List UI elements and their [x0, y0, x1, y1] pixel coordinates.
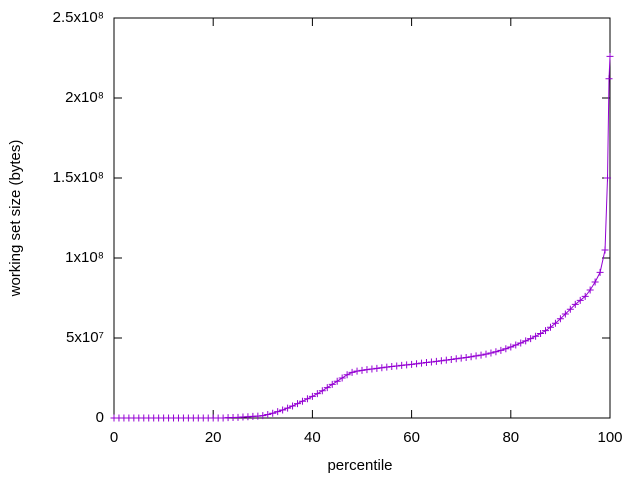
point-marker — [482, 350, 490, 358]
point-marker — [497, 346, 505, 354]
y-tick-label: 0 — [96, 409, 104, 426]
point-marker — [323, 384, 331, 392]
point-marker — [368, 365, 376, 373]
point-marker — [604, 174, 612, 182]
point-marker — [546, 323, 554, 331]
point-marker — [308, 392, 316, 400]
point-marker — [457, 354, 465, 362]
point-marker — [353, 367, 361, 375]
point-marker — [363, 366, 371, 374]
point-marker — [264, 410, 272, 418]
point-marker — [313, 390, 321, 398]
point-marker — [432, 357, 440, 365]
point-marker — [408, 360, 416, 368]
point-marker — [537, 330, 545, 338]
point-marker — [527, 335, 535, 343]
point-marker — [566, 305, 574, 313]
point-marker — [442, 356, 450, 364]
point-marker — [601, 246, 609, 254]
y-tick-label: 2x10⁸ — [65, 89, 104, 106]
point-marker — [542, 327, 550, 335]
point-marker — [596, 268, 604, 276]
point-marker — [517, 339, 525, 347]
point-marker — [576, 296, 584, 304]
y-axis-label: working set size (bytes) — [7, 140, 24, 298]
y-tick-label: 2.5x10⁸ — [53, 9, 104, 26]
point-marker — [507, 343, 515, 351]
point-marker — [343, 371, 351, 379]
point-marker — [561, 310, 569, 318]
point-marker — [328, 380, 336, 388]
x-tick-label: 20 — [205, 429, 222, 446]
point-marker — [427, 358, 435, 366]
x-tick-label: 40 — [304, 429, 321, 446]
point-marker — [512, 341, 520, 349]
point-marker — [378, 364, 386, 372]
x-axis-label: percentile — [327, 457, 392, 474]
point-marker — [581, 292, 589, 300]
y-tick-label: 5x10⁷ — [66, 329, 104, 346]
point-marker — [551, 319, 559, 327]
point-marker — [487, 349, 495, 357]
point-marker — [522, 337, 530, 345]
point-marker — [467, 353, 475, 361]
point-marker — [358, 366, 366, 374]
point-marker — [605, 75, 613, 83]
x-tick-label: 0 — [110, 429, 118, 446]
point-marker — [333, 377, 341, 385]
point-marker — [338, 374, 346, 382]
point-marker — [289, 402, 297, 410]
x-tick-label: 80 — [502, 429, 519, 446]
point-marker — [269, 409, 277, 417]
point-marker — [447, 355, 455, 363]
point-marker — [393, 362, 401, 370]
y-tick-label: 1.5x10⁸ — [53, 169, 104, 186]
point-marker — [606, 52, 614, 60]
x-tick-label: 100 — [597, 429, 622, 446]
y-tick-label: 1x10⁸ — [65, 249, 104, 266]
point-marker — [413, 360, 421, 368]
point-marker — [477, 351, 485, 359]
point-marker — [418, 359, 426, 367]
point-marker — [571, 300, 579, 308]
point-marker — [532, 332, 540, 340]
point-marker — [348, 368, 356, 376]
point-marker — [591, 278, 599, 286]
point-marker — [318, 387, 326, 395]
point-marker — [586, 286, 594, 294]
point-marker — [294, 400, 302, 408]
point-marker — [259, 412, 267, 420]
point-marker — [383, 363, 391, 371]
point-marker — [284, 404, 292, 412]
point-marker — [298, 397, 306, 405]
point-marker — [502, 345, 510, 353]
point-marker — [472, 352, 480, 360]
point-marker — [373, 364, 381, 372]
point-marker — [492, 348, 500, 356]
point-marker — [437, 357, 445, 365]
point-marker — [452, 355, 460, 363]
point-marker — [279, 406, 287, 414]
point-marker — [462, 354, 470, 362]
x-tick-label: 60 — [403, 429, 420, 446]
point-marker — [303, 395, 311, 403]
point-marker — [556, 315, 564, 323]
point-marker — [274, 408, 282, 416]
data-line — [114, 56, 611, 419]
plot-border — [113, 17, 611, 419]
